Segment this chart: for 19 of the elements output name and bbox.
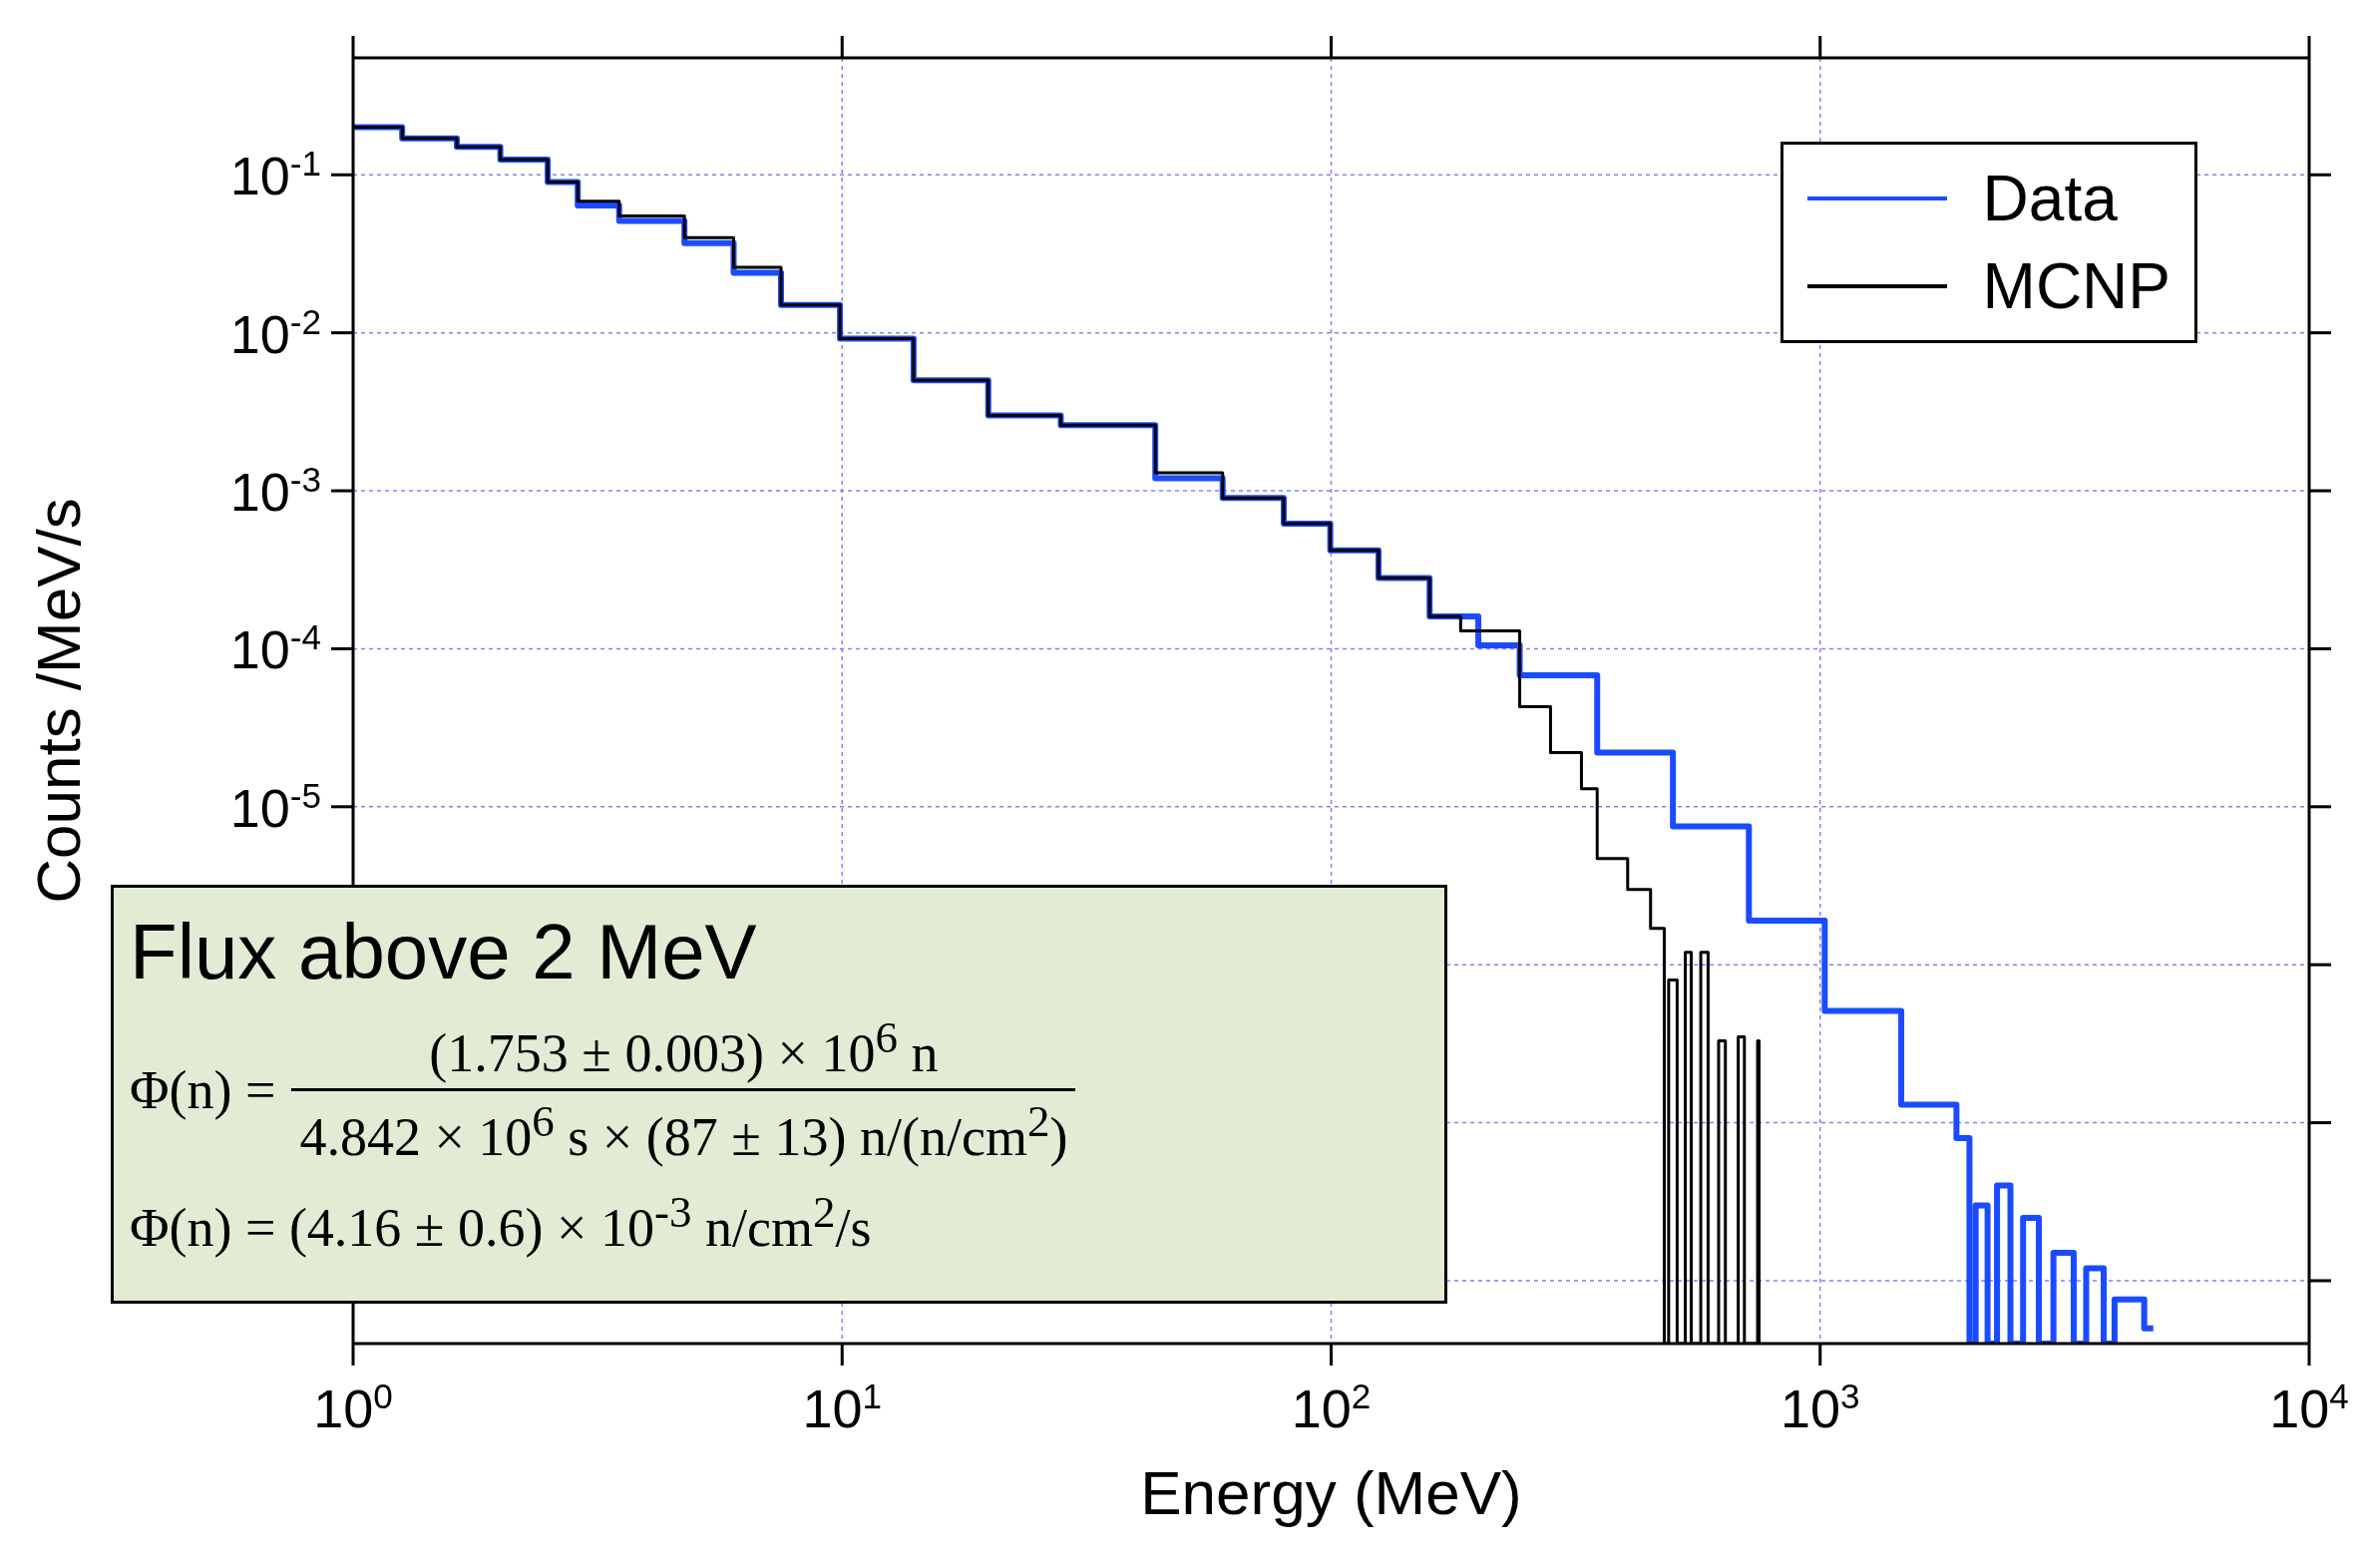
x-tick-label: 10$^{0}$ [313,1375,393,1438]
legend-label: Data [1982,162,2118,235]
annotation: Φ(n) = (4.16 ± 0.6) × 10$^{-3}$ n/cm$^{2}$/s [130,1186,873,1259]
x-tick-label: 10$^{4}$ [2269,1375,2349,1438]
y-axis-title: Counts /MeV/s [24,498,94,904]
text: Φ(n) = [130,1059,276,1120]
x-tick-label: 10$^{2}$ [1291,1375,1372,1438]
y-tick-label: 10$^{-4}$ [229,616,321,680]
y-tick-label: 10$^{-1}$ [229,143,321,206]
legend-label: MCNP [1982,249,2171,323]
y-tick-label: 10$^{-5}$ [229,775,321,838]
y-tick-label: 10$^{-3}$ [229,459,321,523]
annotation: 4.842 × 10$^{6}$ s × (87 ± 13) n/(n/cm$^{2}$) [291,1088,1076,1168]
annotation: (1.753 ± 0.003) × 10$^{6}$ n [428,1011,940,1085]
x-axis-title: Energy (MeV) [1140,1458,1522,1527]
y-tick-label: 10$^{-2}$ [229,301,321,364]
annotation: Flux above 2 MeV [130,907,758,997]
x-tick-label: 10$^{3}$ [1779,1375,1860,1438]
x-tick-label: 10$^{1}$ [802,1375,883,1438]
